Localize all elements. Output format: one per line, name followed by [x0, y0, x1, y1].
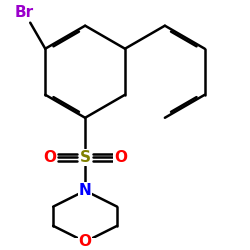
- Text: Br: Br: [15, 5, 34, 20]
- Text: O: O: [79, 234, 92, 249]
- Text: N: N: [79, 183, 92, 198]
- Text: S: S: [80, 150, 91, 165]
- Text: O: O: [44, 150, 57, 165]
- Text: O: O: [114, 150, 127, 165]
